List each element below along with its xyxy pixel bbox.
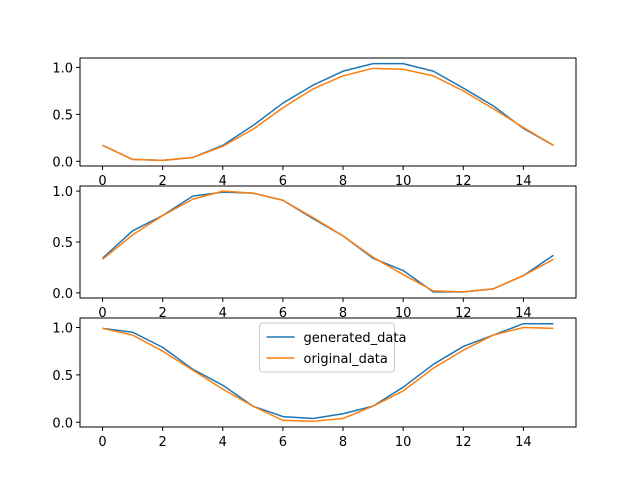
x-tick-label: 6 (279, 435, 287, 450)
legend-frame (259, 322, 395, 373)
x-tick-label: 4 (219, 306, 227, 321)
series-line-generated (102, 191, 554, 293)
legend-label: original_data (304, 352, 388, 367)
y-tick-label: 0.0 (52, 416, 73, 431)
series-line-original (102, 326, 554, 423)
x-tick-label: 10 (395, 174, 412, 189)
legend-label: generated_data (304, 331, 407, 346)
y-tick-label: 0.5 (52, 369, 73, 384)
series-line-generated (102, 62, 554, 162)
subplot-bottom: 0 2 4 6 8 10 12 14 0.0 0.5 1.0 generated_dataorigin… (52, 317, 577, 450)
x-tick-label: 8 (339, 435, 347, 450)
x-tick-label: 6 (279, 174, 287, 189)
x-tick-label: 14 (515, 174, 532, 189)
x-tick-label: 12 (455, 306, 472, 321)
legend: generated_data original_data (259, 322, 407, 373)
y-tick-label: 1.0 (52, 61, 73, 76)
subplot-middle: 0 2 4 6 8 10 12 14 0.0 0.5 1.0 (52, 185, 577, 321)
axes-frame (79, 57, 577, 167)
axes-frame (79, 185, 577, 299)
x-tick-label: 8 (339, 306, 347, 321)
x-tick-label: 4 (219, 435, 227, 450)
x-tick-label: 0 (98, 174, 106, 189)
y-tick-label: 1.0 (52, 185, 73, 200)
subplot-top: 0 2 4 6 8 10 12 14 0.0 0.5 1.0 (52, 57, 577, 189)
y-tick-label: 0.0 (52, 287, 73, 302)
axes-frame (79, 317, 577, 428)
x-tick-label: 0 (98, 306, 106, 321)
y-tick-label: 0.5 (52, 108, 73, 123)
x-tick-label: 2 (159, 174, 167, 189)
series-line-generated (102, 322, 554, 420)
x-tick-label: 10 (395, 435, 412, 450)
x-tick-label: 14 (515, 435, 532, 450)
x-tick-label: 10 (395, 306, 412, 321)
x-tick-label: 2 (159, 435, 167, 450)
series-line-original (102, 67, 554, 162)
x-tick-label: 2 (159, 306, 167, 321)
x-tick-label: 8 (339, 174, 347, 189)
x-tick-label: 0 (98, 435, 106, 450)
y-tick-label: 0.0 (52, 155, 73, 170)
y-tick-label: 0.5 (52, 236, 73, 251)
x-tick-label: 12 (455, 174, 472, 189)
x-tick-label: 4 (219, 174, 227, 189)
y-tick-label: 1.0 (52, 321, 73, 336)
x-tick-label: 14 (515, 306, 532, 321)
x-tick-label: 12 (455, 435, 472, 450)
series-line-original (102, 190, 554, 293)
x-tick-label: 6 (279, 306, 287, 321)
